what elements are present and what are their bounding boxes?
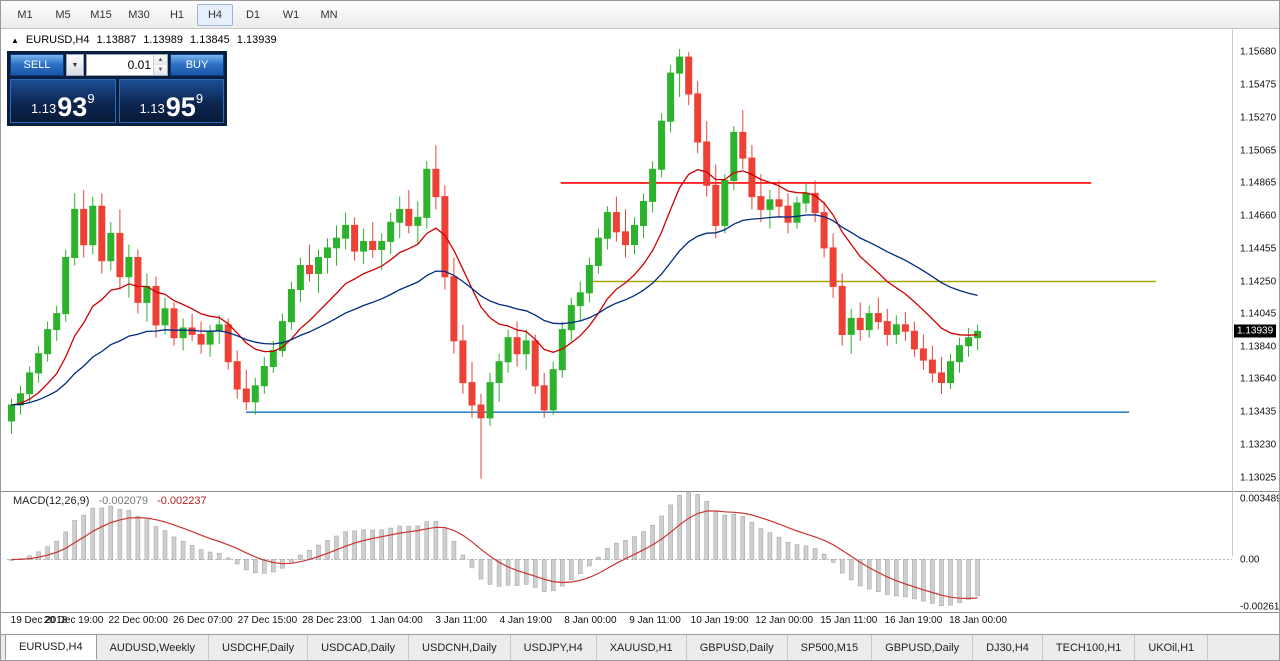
- chart-tab-tech100-h1[interactable]: TECH100,H1: [1043, 635, 1136, 660]
- time-axis-label: 16 Jan 19:00: [884, 615, 943, 626]
- buy-button[interactable]: BUY: [170, 54, 224, 76]
- current-price-tag: 1.13939: [1234, 324, 1277, 338]
- timeframe-button-m1[interactable]: M1: [17, 8, 33, 21]
- buy-price-prefix: 1.13: [139, 101, 165, 116]
- time-axis-label: 10 Jan 19:00: [690, 615, 749, 626]
- time-axis-label: 27 Dec 15:00: [237, 615, 298, 626]
- time-axis-label: 22 Dec 00:00: [108, 615, 168, 626]
- lot-spinner: ▲ ▼: [153, 55, 167, 75]
- chart-low-value: 1.13845: [190, 34, 230, 46]
- time-axis-separator: [1, 612, 1279, 613]
- price-axis-border: [1232, 29, 1233, 556]
- timeframe-button-m15[interactable]: M15: [90, 8, 112, 21]
- time-axis-label: 26 Dec 07:00: [173, 615, 233, 626]
- time-axis-label: 8 Jan 00:00: [564, 615, 617, 626]
- timeframe-button-m5[interactable]: M5: [55, 8, 71, 21]
- chart-close-value: 1.13939: [236, 34, 277, 46]
- price-axis-label: 1.15065: [1240, 145, 1277, 157]
- time-axis-label: 28 Dec 23:00: [302, 615, 362, 626]
- sell-price-display[interactable]: 1.13 93 9: [10, 79, 116, 123]
- main-chart-canvas[interactable]: [7, 33, 1232, 490]
- chart-tab-gbpusd-daily[interactable]: GBPUSD,Daily: [687, 635, 788, 660]
- price-axis-label: 1.13230: [1240, 439, 1277, 451]
- price-axis-label: 1.14865: [1240, 177, 1277, 189]
- lot-size-value[interactable]: 0.01: [127, 58, 151, 72]
- price-axis-label: 1.14455: [1240, 243, 1277, 255]
- macd-name: MACD(12,26,9): [13, 495, 90, 507]
- chart-tab-usdcnh-daily[interactable]: USDCNH,Daily: [409, 635, 511, 660]
- macd-axis-label: 0.003489: [1240, 493, 1280, 505]
- lot-size-input[interactable]: 0.01 ▲ ▼: [86, 54, 168, 76]
- macd-separator: [1, 491, 1279, 492]
- timeframe-button-h1[interactable]: H1: [169, 8, 185, 21]
- chart-tab-usdcad-daily[interactable]: USDCAD,Daily: [308, 635, 410, 660]
- time-axis-label: 18 Jan 00:00: [949, 615, 1007, 626]
- price-axis-label: 1.15270: [1240, 112, 1277, 124]
- spin-up-icon[interactable]: ▲: [154, 55, 167, 65]
- chart-open-value: 1.13887: [96, 34, 137, 46]
- time-axis[interactable]: 19 Dec 2018 20 Dec 19:00 22 Dec 00:00 26 De…: [1, 613, 1279, 629]
- price-axis-label: 1.13840: [1240, 341, 1277, 353]
- time-axis-label: 1 Jan 04:00: [370, 615, 423, 626]
- time-axis-label: 15 Jan 11:00: [820, 615, 878, 626]
- chart-tab-usdchf-daily[interactable]: USDCHF,Daily: [209, 635, 309, 660]
- chart-tab-xauusd-h1[interactable]: XAUUSD,H1: [597, 635, 687, 660]
- spin-down-icon[interactable]: ▼: [154, 65, 167, 75]
- macd-axis-label: -0.002617: [1240, 601, 1280, 613]
- timeframe-button-m30[interactable]: M30: [128, 8, 150, 21]
- price-axis-label: 1.13435: [1240, 406, 1277, 418]
- buy-price-pip: 9: [195, 91, 204, 106]
- one-click-trading-panel: SELL ▼ 0.01 ▲ ▼ BUY 1.13 93 9: [7, 51, 227, 126]
- price-axis[interactable]: 1.13939 1.15680 1.15475 1.15270 1.15065 1.14…: [1232, 29, 1280, 634]
- timeframe-toolbar: M1 M5 M15 M30 H1 H4 D1 W1 MN: [1, 1, 1279, 29]
- time-axis-label: 4 Jan 19:00: [499, 615, 552, 626]
- timeframe-button-w1[interactable]: W1: [282, 8, 300, 21]
- price-axis-label: 1.15680: [1240, 46, 1277, 58]
- price-axis-label: 1.15475: [1240, 79, 1277, 91]
- macd-signal-value: -0.002237: [157, 495, 207, 507]
- chart-tab-ukoil-h1[interactable]: UKOil,H1: [1135, 635, 1209, 660]
- chart-tab-audusd-weekly[interactable]: AUDUSD,Weekly: [97, 635, 209, 660]
- price-axis-label: 1.14660: [1240, 210, 1277, 222]
- macd-main-value: -0.002079: [98, 495, 149, 507]
- sell-price-prefix: 1.13: [30, 101, 57, 116]
- buy-price-display[interactable]: 1.13 95 9: [118, 79, 224, 123]
- macd-indicator-label: MACD(12,26,9) -0.002079 -0.002237: [13, 495, 207, 507]
- chart-area[interactable]: ▲ EURUSD,H4 1.13887 1.13989 1.13845 1.13…: [1, 29, 1279, 634]
- timeframe-button-d1[interactable]: D1: [245, 8, 261, 21]
- chevron-down-icon: ▼: [71, 61, 79, 69]
- chart-high-value: 1.13989: [143, 34, 184, 46]
- chart-tab-usdjpy-h4[interactable]: USDJPY,H4: [511, 635, 597, 660]
- chart-tab-sp500-m15[interactable]: SP500,M15: [788, 635, 873, 660]
- chart-tab-gbpusd-daily[interactable]: GBPUSD,Daily: [872, 635, 974, 660]
- sell-button[interactable]: SELL: [10, 54, 64, 76]
- time-axis-label: 9 Jan 11:00: [629, 615, 681, 626]
- timeframe-buttons: M1 M5 M15 M30 H1 H4 D1 W1 MN: [7, 3, 347, 26]
- time-axis-label: 19 Dec 2018: [10, 615, 68, 626]
- price-axis-label: 1.13640: [1240, 373, 1277, 385]
- time-axis-label: 3 Jan 11:00: [435, 615, 487, 626]
- symbol-marker-icon: ▲: [11, 35, 19, 45]
- timeframe-button-mn[interactable]: MN: [320, 8, 338, 21]
- chart-symbol-period: EURUSD,H4: [25, 34, 90, 46]
- chart-tab-eurusd-h4[interactable]: EURUSD,H4: [5, 634, 97, 660]
- sell-price-big: 93: [57, 92, 88, 123]
- chart-tab-dj30-h4[interactable]: DJ30,H4: [973, 635, 1043, 660]
- time-axis-label: 12 Jan 00:00: [755, 615, 814, 626]
- time-axis-label: 20 Dec 19:00: [43, 615, 104, 626]
- chart-header: ▲ EURUSD,H4 1.13887 1.13989 1.13845 1.13…: [11, 34, 277, 46]
- price-axis-label: 1.13025: [1240, 472, 1277, 484]
- macd-axis-label: 0.00: [1240, 554, 1260, 565]
- buy-price-big: 95: [165, 92, 196, 123]
- price-axis-label: 1.14045: [1240, 308, 1277, 320]
- lot-dropdown-button[interactable]: ▼: [66, 54, 84, 76]
- timeframe-button-h4[interactable]: H4: [197, 3, 233, 26]
- sell-price-pip: 9: [87, 91, 95, 106]
- chart-tab-bar: EURUSD,H4 AUDUSD,Weekly USDCHF,Daily USDCAD…: [1, 634, 1279, 660]
- macd-indicator-canvas[interactable]: [7, 492, 1232, 612]
- price-axis-label: 1.14250: [1240, 276, 1277, 287]
